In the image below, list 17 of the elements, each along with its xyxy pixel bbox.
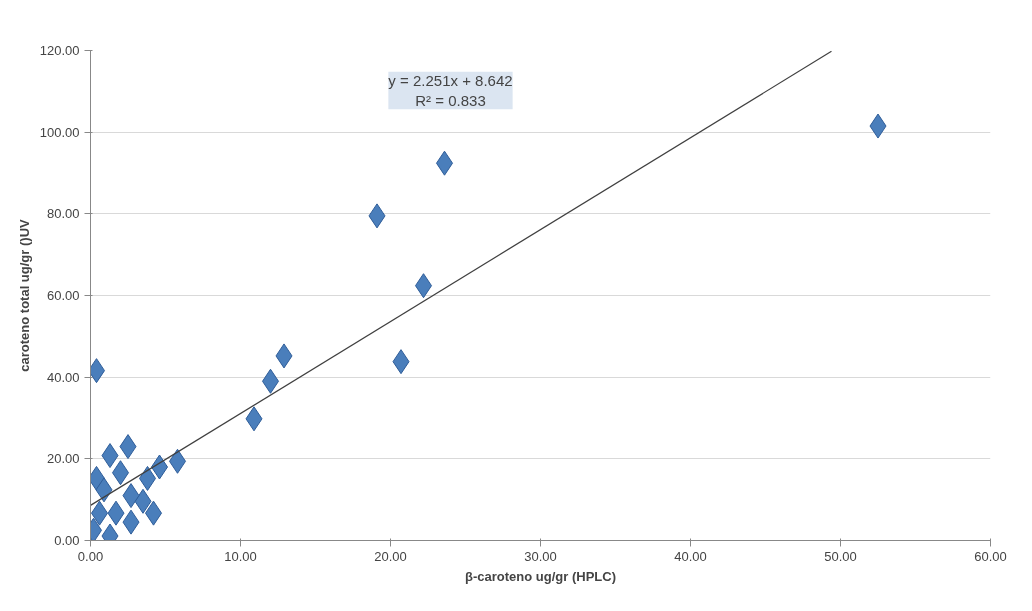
y-tick-label: 100.00 (39, 124, 80, 140)
x-axis-title: β-caroteno ug/gr (HPLC) (465, 568, 616, 584)
y-axis-title: caroteno total ug/gr ()UV (16, 218, 32, 372)
x-tick-label: 0.00 (77, 548, 104, 564)
annotation: y = 2.251x + 8.642 R² = 0.833 (388, 71, 513, 110)
x-tick-label: 20.00 (374, 548, 407, 564)
x-tick-label: 10.00 (224, 548, 257, 564)
y-tick-label: 20.00 (46, 451, 80, 467)
x-tick-label: 40.00 (674, 548, 707, 564)
y-tick-label: 0.00 (54, 533, 80, 548)
x-tick-label: 50.00 (824, 548, 857, 564)
x-tick-label: 30.00 (524, 548, 557, 564)
y-tick-label: 60.00 (46, 288, 80, 303)
y-tick-label: 40.00 (46, 369, 80, 385)
x-tick-label: 60.00 (974, 548, 1007, 564)
y-tick-label: 80.00 (46, 206, 80, 222)
y-tick-label: 120.00 (39, 43, 80, 58)
